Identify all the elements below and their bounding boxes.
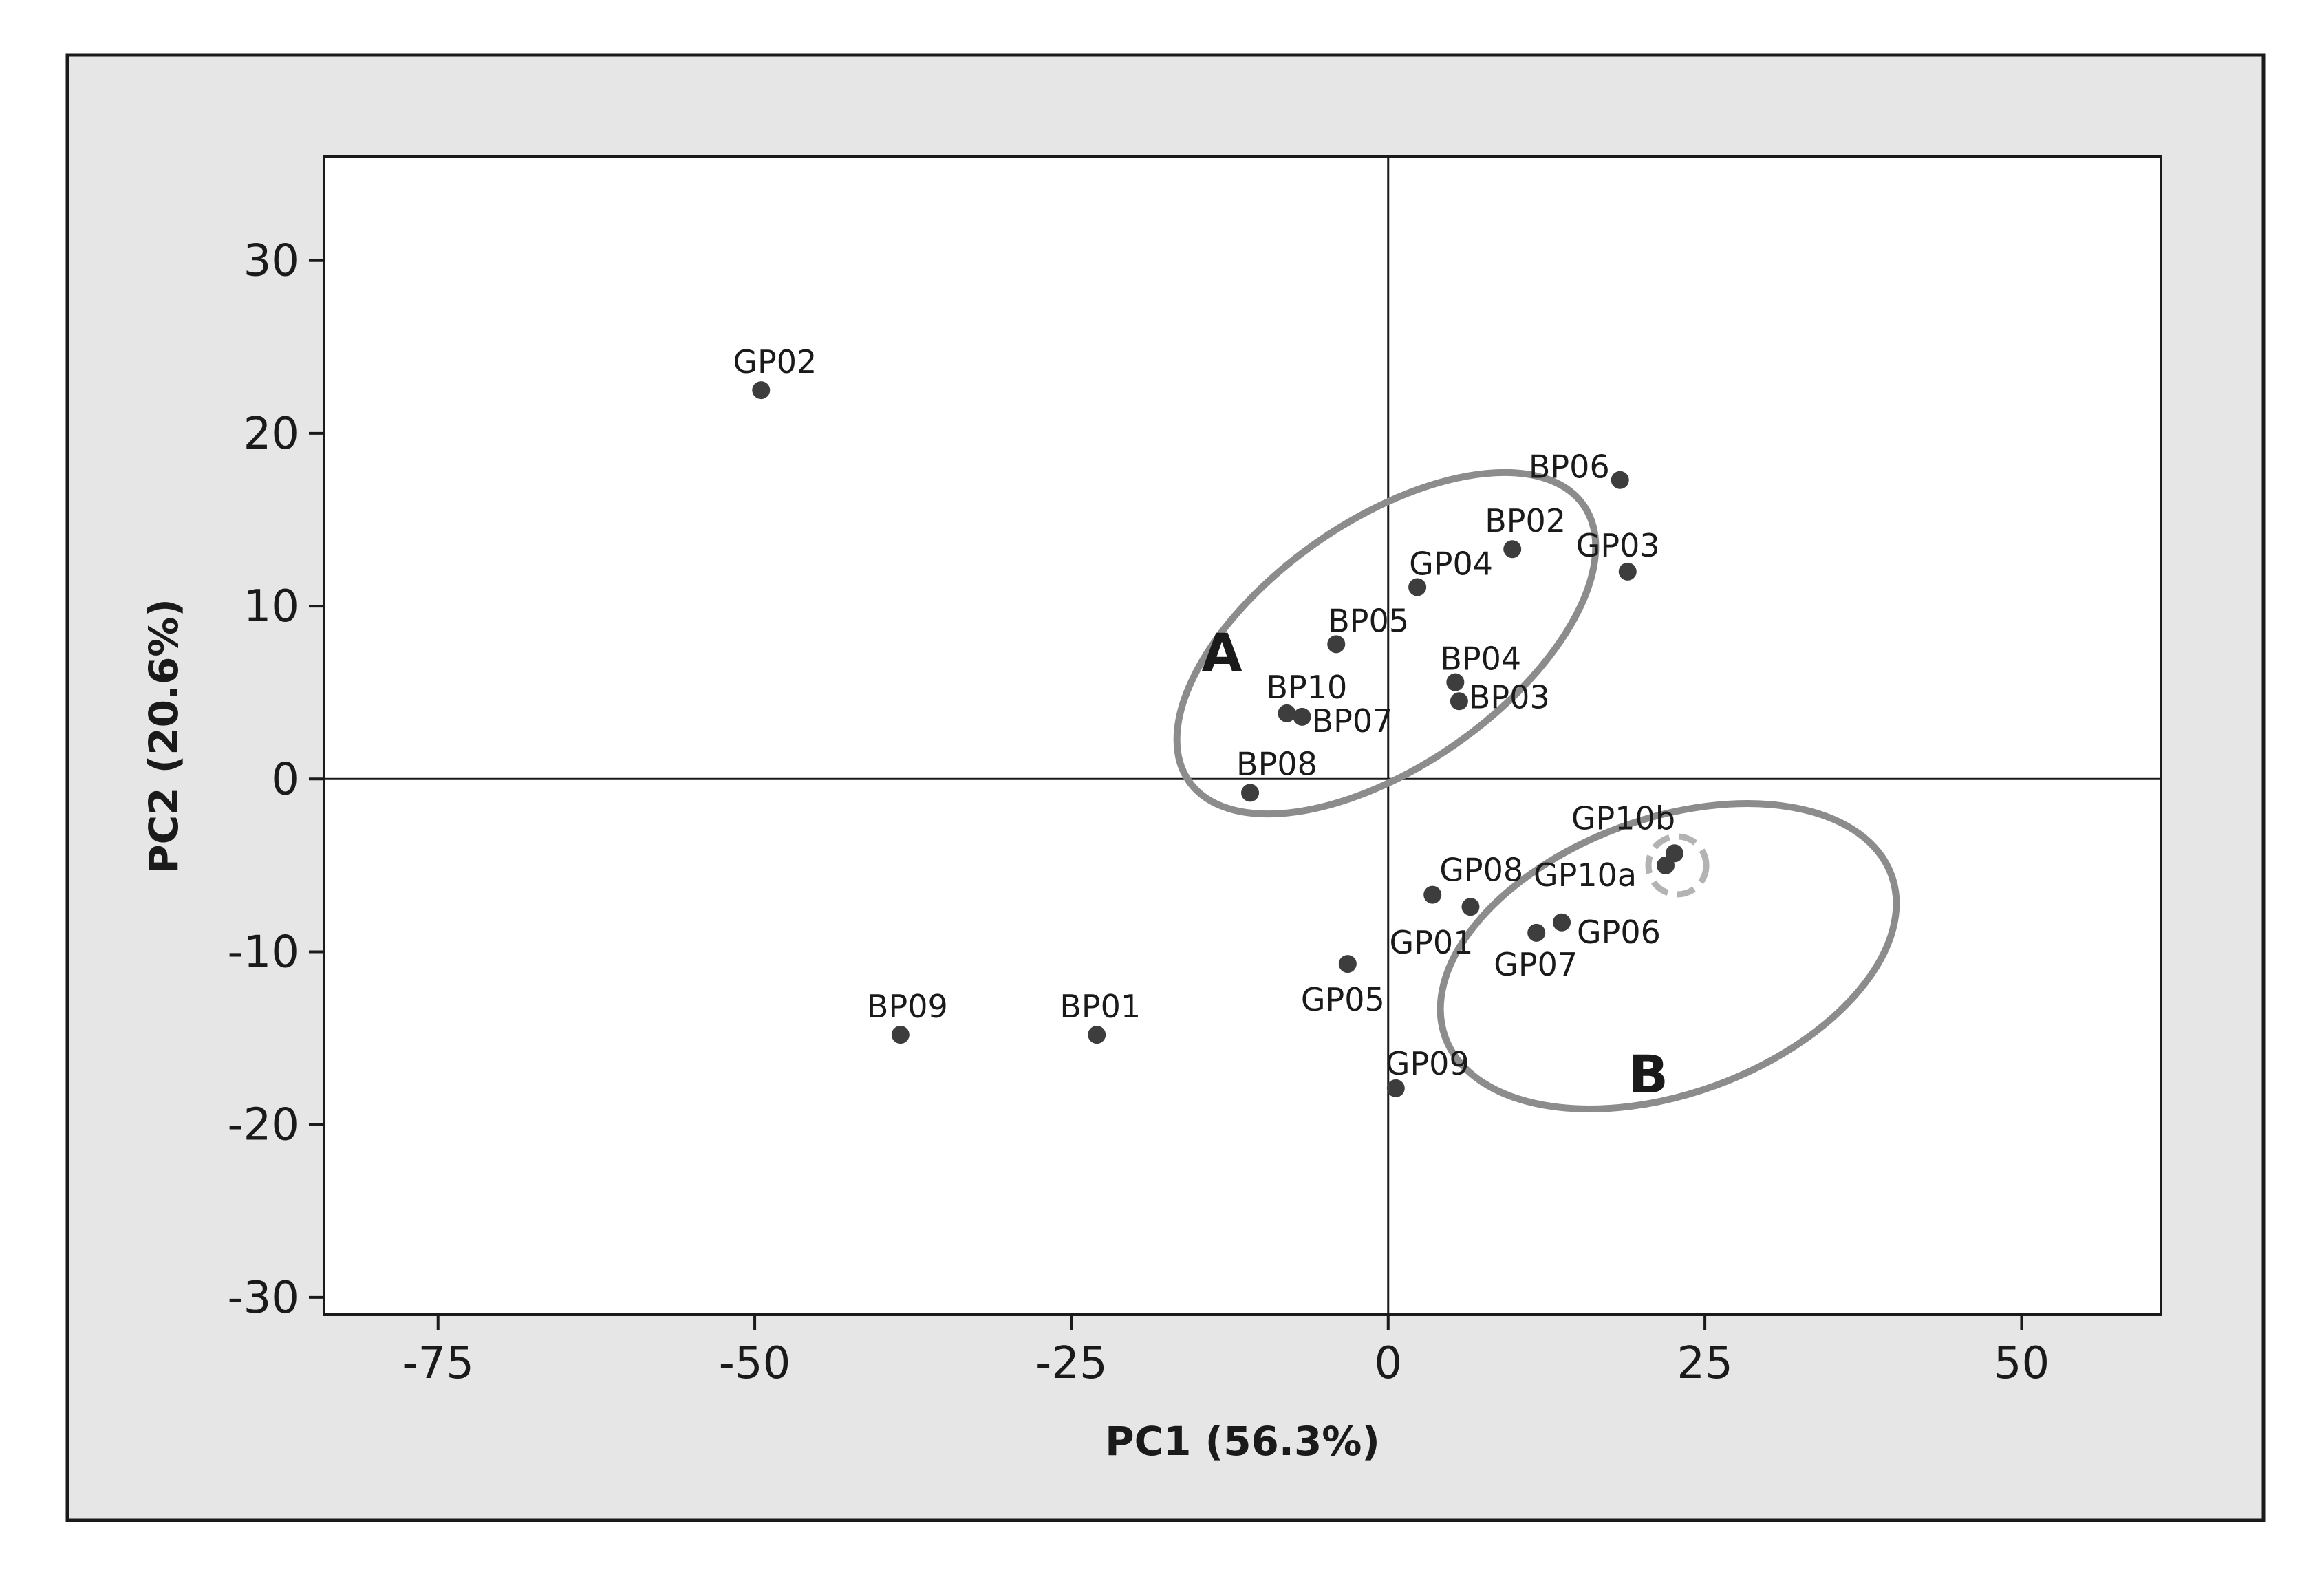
x-axis-label: PC1 (56.3%): [1105, 1418, 1380, 1465]
data-point-gp08: [1423, 885, 1442, 904]
data-point-bp01: [1088, 1026, 1106, 1044]
point-label: BP03: [1469, 678, 1550, 715]
y-tick-label: 30: [244, 236, 299, 287]
reference-lines: [324, 157, 2161, 1315]
data-point-bp10: [1278, 704, 1296, 722]
point-label: GP10a: [1534, 857, 1637, 894]
point-label: GP03: [1576, 527, 1660, 564]
x-tick-label: 25: [1677, 1338, 1732, 1389]
group-label-a: A: [1202, 622, 1242, 683]
point-label: GP06: [1577, 914, 1661, 951]
point-label: GP02: [733, 343, 817, 380]
y-tick-label: 0: [271, 754, 299, 805]
x-tick-label: -75: [402, 1338, 474, 1389]
y-tick-label: -30: [227, 1273, 299, 1324]
y-axis-label: PC2 (20.6%): [140, 599, 187, 874]
point-label: GP07: [1494, 946, 1578, 983]
data-point-gp06: [1553, 913, 1571, 932]
x-axis-ticks: -75 -50 -25 0 25 50: [402, 1315, 2049, 1389]
point-label: BP06: [1529, 449, 1610, 486]
x-tick-label: -25: [1035, 1338, 1108, 1389]
data-point-bp09: [891, 1026, 910, 1044]
highlight-dashed-circle: [1645, 833, 1710, 898]
point-label: GP05: [1301, 981, 1385, 1018]
data-point-gp04: [1408, 578, 1427, 596]
point-label: BP01: [1059, 988, 1141, 1025]
point-label: GP10b: [1571, 799, 1675, 837]
y-tick-label: 10: [244, 581, 299, 632]
data-point-bp05: [1327, 635, 1346, 654]
data-point-bp06: [1611, 471, 1629, 489]
y-tick-label: 20: [244, 409, 299, 460]
x-tick-label: -50: [719, 1338, 791, 1389]
data-point-bp04: [1446, 673, 1465, 691]
data-point-bp03: [1450, 692, 1468, 711]
point-label: GP09: [1386, 1045, 1470, 1082]
point-label: BP02: [1485, 502, 1566, 539]
x-tick-label: 0: [1374, 1338, 1402, 1389]
plot-area: [323, 155, 2162, 1316]
group-a-ellipse: [1173, 469, 1600, 818]
x-tick-label: 50: [1994, 1338, 2049, 1389]
point-label: BP05: [1328, 602, 1409, 639]
point-label: GP01: [1389, 924, 1473, 961]
group-labels: AB: [1202, 622, 1668, 1105]
data-point-gp10a: [1657, 856, 1675, 874]
data-point-bp07: [1293, 707, 1311, 726]
data-point-gp07: [1527, 923, 1546, 942]
data-point-gp05: [1338, 955, 1357, 973]
y-axis-ticks: -30 -20 -10 0 10 20 30: [227, 236, 324, 1324]
point-label: GP08: [1439, 852, 1523, 889]
point-label: BP09: [867, 988, 948, 1025]
point-label: BP08: [1236, 745, 1317, 782]
group-ellipses: [1173, 469, 1900, 1112]
y-tick-label: -20: [227, 1100, 299, 1151]
group-label-b: B: [1628, 1044, 1668, 1105]
group-b-ellipse: [1437, 800, 1900, 1112]
data-point-gp02: [752, 381, 771, 400]
data-point-gp09: [1386, 1079, 1405, 1097]
data-point-gp01: [1461, 898, 1480, 916]
data-point-gp03: [1618, 562, 1637, 581]
point-label: BP04: [1440, 640, 1521, 678]
data-point-bp02: [1503, 540, 1522, 559]
point-label: BP07: [1312, 702, 1393, 740]
point-label: BP10: [1266, 669, 1347, 706]
y-tick-label: -10: [227, 927, 299, 978]
data-point-bp08: [1241, 784, 1260, 802]
point-label: GP04: [1409, 545, 1493, 582]
